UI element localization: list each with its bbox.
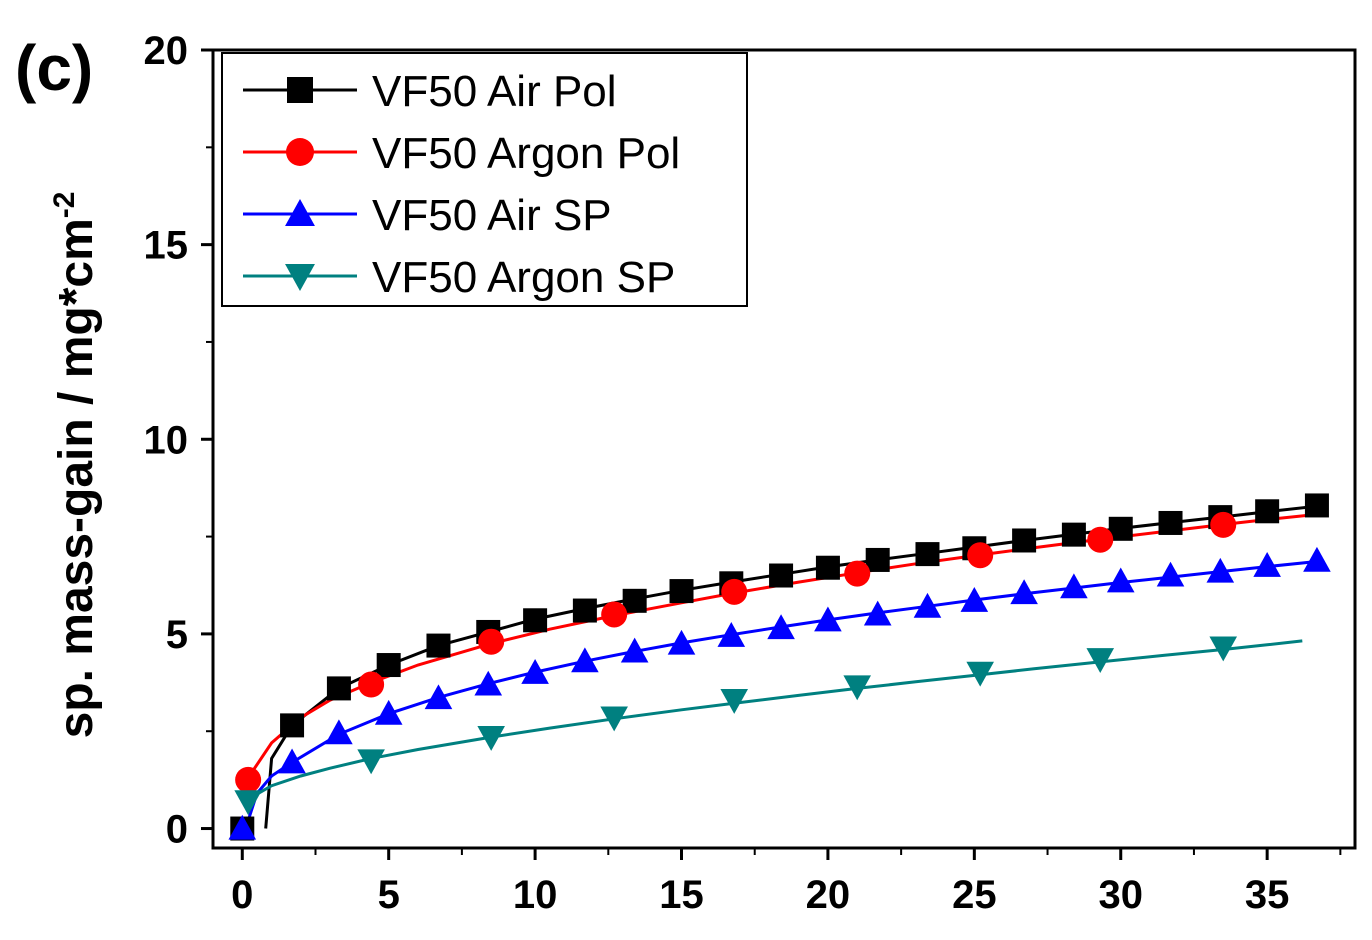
- data-point: [1209, 636, 1238, 662]
- data-point: [966, 661, 994, 687]
- series-line: [246, 560, 1318, 822]
- legend-marker: [285, 199, 315, 226]
- data-point: [815, 555, 840, 580]
- series-line: [264, 504, 1318, 829]
- data-point: [1158, 510, 1183, 535]
- data-point: [235, 766, 262, 793]
- x-tick-label: 15: [659, 873, 704, 917]
- legend-marker: [285, 264, 315, 291]
- data-point: [426, 633, 451, 658]
- data-point: [1010, 579, 1038, 605]
- data-point: [572, 598, 597, 623]
- series-line: [246, 512, 1318, 779]
- data-point: [843, 675, 872, 701]
- data-point: [571, 647, 599, 673]
- legend-label: VF50 Air Pol: [372, 67, 617, 116]
- data-markers: [228, 493, 1331, 841]
- data-point: [228, 814, 257, 840]
- data-point: [960, 587, 989, 612]
- data-point: [1210, 511, 1237, 538]
- legend-label: VF50 Air SP: [372, 191, 612, 240]
- legend: VF50 Air Pol VF50 Argon Pol VF50 Air SP VF5…: [221, 52, 748, 307]
- data-point: [521, 659, 549, 684]
- x-tick-label: 10: [513, 873, 558, 917]
- y-axis-label-main: sp. mass-gain / mg*cm: [50, 218, 103, 738]
- data-point: [669, 579, 694, 604]
- y-tick-label: 0: [166, 808, 188, 852]
- data-point: [1304, 493, 1329, 518]
- x-tick-label: 25: [952, 873, 997, 917]
- legend-label: VF50 Argon Pol: [372, 129, 680, 178]
- data-point: [477, 726, 505, 751]
- data-point: [357, 749, 385, 775]
- data-point: [326, 676, 351, 701]
- x-tick-label: 0: [231, 873, 253, 917]
- data-point: [769, 563, 794, 588]
- data-point: [1156, 561, 1185, 587]
- data-point: [915, 542, 940, 567]
- y-axis-label: sp. mass-gain / mg*cm-2: [48, 192, 103, 739]
- data-point: [622, 588, 647, 613]
- data-point: [1012, 528, 1037, 553]
- x-tick-label: 30: [1098, 873, 1143, 917]
- data-point: [374, 699, 403, 725]
- fit-lines: [246, 504, 1318, 829]
- data-point: [474, 670, 503, 696]
- data-point: [1303, 546, 1331, 572]
- data-point: [844, 560, 871, 587]
- data-point: [1061, 522, 1086, 547]
- data-point: [667, 629, 696, 655]
- data-point: [376, 653, 401, 678]
- data-point: [1206, 557, 1235, 583]
- axes: 0 5 10 15 20 25 30 35 0 5 10 15 20: [144, 29, 1342, 917]
- data-point: [523, 608, 548, 633]
- x-tick-label: 20: [806, 873, 851, 917]
- data-point: [721, 578, 748, 605]
- panel-label: (c): [15, 32, 93, 104]
- legend-marker: [286, 138, 314, 166]
- data-point: [601, 601, 628, 628]
- data-point: [478, 628, 505, 655]
- data-point: [1087, 526, 1114, 553]
- data-point: [1106, 567, 1135, 593]
- data-point: [280, 713, 305, 738]
- data-point: [1060, 573, 1088, 599]
- data-point: [767, 614, 795, 640]
- data-point: [913, 592, 942, 618]
- data-point: [717, 622, 746, 647]
- y-tick-label: 15: [144, 224, 189, 268]
- y-tick-label: 20: [144, 29, 189, 73]
- y-tick-label: 5: [166, 613, 188, 657]
- data-point: [234, 790, 262, 816]
- data-point: [967, 542, 994, 569]
- x-tick-label: 35: [1245, 873, 1290, 917]
- plot-frame: [211, 48, 1357, 850]
- data-point: [424, 684, 453, 710]
- series-line: [247, 639, 1303, 801]
- data-point: [1253, 551, 1281, 577]
- y-axis-label-superscript: -2: [48, 192, 81, 219]
- data-point: [720, 689, 749, 714]
- data-point: [1086, 648, 1115, 674]
- y-axis-title: sp. mass-gain / mg*cm-2: [48, 192, 103, 739]
- data-point: [358, 671, 385, 698]
- legend-marker: [287, 77, 313, 103]
- y-tick-label: 10: [144, 418, 189, 462]
- data-point: [278, 748, 306, 774]
- data-point: [620, 637, 649, 663]
- data-point: [600, 706, 628, 732]
- data-point: [1255, 499, 1280, 524]
- data-point: [865, 547, 890, 572]
- x-tick-label: 5: [378, 873, 400, 917]
- data-point: [814, 606, 842, 632]
- data-point: [325, 719, 353, 745]
- legend-label: VF50 Argon SP: [372, 253, 675, 302]
- data-point: [863, 600, 892, 626]
